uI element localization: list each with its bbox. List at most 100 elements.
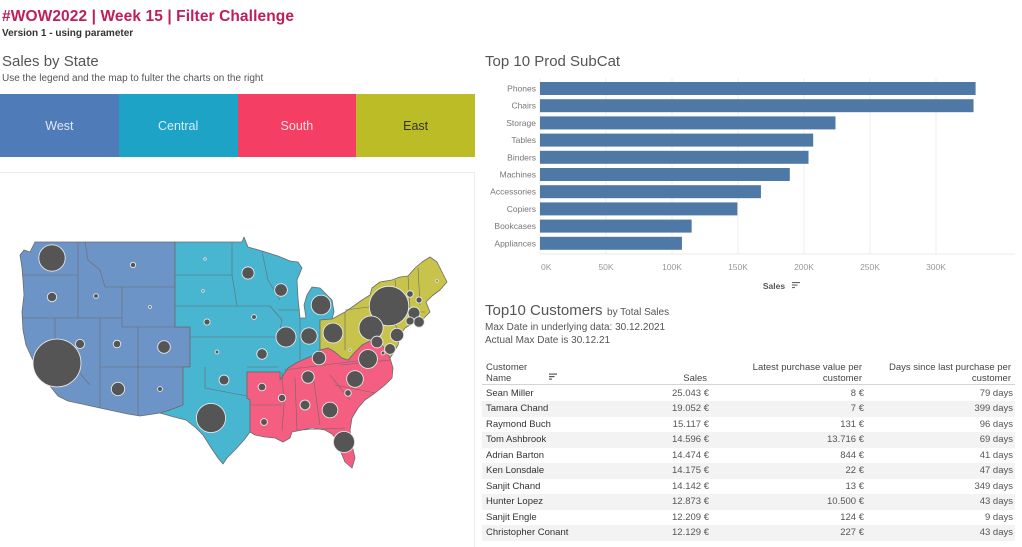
state-bubble-wy[interactable] [148,305,152,309]
col-header-line: Name [486,373,512,384]
latest-purchase-cell: 131 € [840,418,864,430]
state-bubble-wi[interactable] [274,283,288,297]
table-row[interactable]: Adrian Barton 14.474 € 844 € 41 days [482,448,1015,464]
legend-item-south[interactable]: South [237,94,357,157]
state-bubble-ok[interactable] [218,374,230,386]
state-bubble-nj[interactable] [389,327,405,343]
state-bubble-nd[interactable] [203,257,207,261]
col-header-customer-name[interactable]: Customer Name [486,362,527,384]
days-since-cell: 41 days [979,449,1013,461]
customer-name-cell: Sanjit Chand [486,480,541,492]
table-row[interactable]: Sean Miller 25.043 € 8 € 79 days [482,386,1015,402]
customer-name-cell: Sanjit Engle [486,511,537,523]
state-bubble-id[interactable] [93,293,99,299]
state-bubble-mt[interactable] [129,261,137,269]
state-bubble-dc[interactable] [380,350,386,356]
bar-binders[interactable] [540,150,809,164]
days-since-cell: 349 days [974,480,1013,492]
table-row[interactable]: Ken Lonsdale 14.175 € 22 € 47 days [482,463,1015,479]
state-bubble-ne[interactable] [203,318,211,326]
state-bubble-in[interactable] [300,327,318,345]
state-bubble-az[interactable] [110,381,126,397]
state-bubble-ut[interactable] [112,339,122,349]
state-bubble-mn[interactable] [241,266,255,280]
bar-accessories[interactable] [540,185,761,199]
latest-purchase-cell: 22 € [845,465,865,476]
col-header-line: Days since last purchase per [889,362,1011,373]
bar-appliances[interactable] [540,236,682,250]
dashboard-title: #WOW2022 | Week 15 | Filter Challenge [2,8,295,25]
bar-phones[interactable] [540,82,976,95]
state-bubble-va[interactable] [358,349,378,369]
latest-purchase-cell: 124 € [840,511,864,523]
state-bubble-vt[interactable] [406,290,414,298]
state-bubble-sc[interactable] [344,389,352,397]
state-bubble-or[interactable] [46,291,58,303]
latest-purchase-cell: 13.716 € [827,434,864,445]
state-bubble-ar[interactable] [257,382,267,392]
state-bubble-ga[interactable] [321,401,339,419]
state-bubble-nh[interactable] [415,296,423,304]
state-bubble-wv[interactable] [348,348,352,352]
latest-purchase-cell: 844 € [840,449,864,461]
table-row[interactable]: Tamara Chand 19.052 € 7 € 399 days [482,401,1015,417]
latest-purchase-cell: 10.500 € [827,496,864,507]
sort-descending-icon[interactable] [548,373,558,381]
bar-chairs[interactable] [540,99,974,113]
state-bubble-ri[interactable] [413,316,425,328]
table-row[interactable]: Hunter Lopez 12.873 € 10.500 € 43 days [482,494,1015,510]
state-bubble-nm[interactable] [157,386,163,392]
bar-copiers[interactable] [540,202,738,216]
bar-machines[interactable] [540,168,790,181]
table-row[interactable]: Raymond Buch 15.117 € 131 € 96 days [482,417,1015,433]
latest-purchase-cell: 7 € [850,403,864,414]
sales-cell: 12.129 € [672,527,709,538]
col-header-days-since[interactable]: Days since last purchase per customer [889,362,1011,384]
col-header-line [683,362,707,373]
bar-storage[interactable] [540,116,836,130]
legend-item-central[interactable]: Central [118,94,238,157]
col-header-sales[interactable]: Sales [683,362,707,384]
state-bubble-al[interactable] [299,399,311,411]
col-header-latest-purchase[interactable]: Latest purchase value per customer [753,362,862,384]
sales-cell: 25.043 € [672,387,709,399]
state-bubble-oh[interactable] [322,322,344,344]
state-bubble-la[interactable] [260,418,268,426]
col-header-line: customer [822,373,862,384]
state-bubble-ca[interactable] [32,338,82,388]
x-tick-label: 200K [794,262,814,272]
legend-item-west[interactable]: West [0,94,119,157]
state-bubble-wa[interactable] [38,244,66,272]
table-row[interactable]: Christopher Conant 12.129 € 227 € 43 days [482,525,1015,541]
state-bubble-fl[interactable] [332,430,356,454]
state-bubble-nc[interactable] [346,370,364,388]
state-bubble-mi[interactable] [310,294,332,316]
bar-category-label: Appliances [494,238,536,248]
state-bubble-me[interactable] [435,279,439,283]
days-since-cell: 96 days [979,418,1013,430]
state-bubble-mo[interactable] [256,348,268,360]
state-bubble-ky[interactable] [311,350,327,366]
state-bubble-co[interactable] [157,340,171,354]
state-bubble-sd[interactable] [201,289,205,293]
legend-item-east[interactable]: East [356,94,475,157]
table-row[interactable]: Sanjit Engle 12.209 € 124 € 9 days [482,510,1015,526]
state-bubble-md[interactable] [384,343,396,355]
table-row[interactable]: Sanjit Chand 14.142 € 13 € 349 days [482,479,1015,495]
state-bubble-ia[interactable] [251,314,257,320]
state-bubble-de[interactable] [370,335,384,349]
bar-tables[interactable] [540,133,814,147]
state-bubble-ks[interactable] [214,349,220,355]
bar-bookcases[interactable] [540,219,692,233]
state-bubble-ms[interactable] [277,393,287,403]
state-bubble-ct[interactable] [405,316,415,326]
state-bubble-nv[interactable] [74,338,86,350]
us-sales-map[interactable] [0,172,476,547]
days-since-cell: 79 days [979,387,1013,399]
state-bubble-il[interactable] [275,326,297,348]
state-bubble-tx[interactable] [195,402,227,434]
axis-sort-icon[interactable] [792,282,800,289]
state-bubble-tn[interactable] [301,370,315,384]
table-row[interactable]: Tom Ashbrook 14.596 € 13.716 € 69 days [482,432,1015,448]
state-bubble-ny[interactable] [368,285,410,327]
